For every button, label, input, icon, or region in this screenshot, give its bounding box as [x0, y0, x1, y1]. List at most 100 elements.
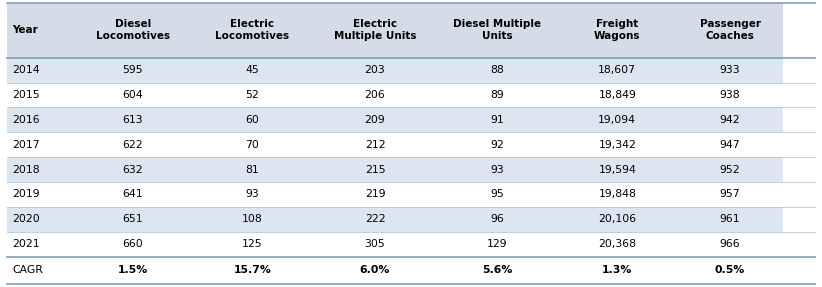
Text: 219: 219 — [365, 189, 386, 199]
Bar — [677, 107, 783, 132]
Text: 89: 89 — [491, 90, 505, 100]
Text: 93: 93 — [491, 164, 505, 174]
Text: 2018: 2018 — [12, 164, 40, 174]
Bar — [677, 58, 783, 83]
Text: 660: 660 — [122, 239, 143, 249]
Bar — [557, 157, 677, 182]
Text: Diesel
Locomotives: Diesel Locomotives — [95, 20, 170, 41]
Text: 2017: 2017 — [12, 140, 40, 150]
Bar — [557, 182, 677, 207]
Text: CAGR: CAGR — [12, 265, 44, 275]
Text: 1.5%: 1.5% — [118, 265, 148, 275]
Text: 91: 91 — [491, 115, 505, 125]
Text: 96: 96 — [491, 214, 505, 224]
Bar — [437, 3, 557, 58]
Bar — [7, 157, 73, 182]
Text: 933: 933 — [720, 65, 741, 75]
Text: 203: 203 — [365, 65, 386, 75]
Bar — [312, 58, 437, 83]
Text: 952: 952 — [720, 164, 741, 174]
Text: 209: 209 — [365, 115, 386, 125]
Text: 93: 93 — [246, 189, 259, 199]
Text: 95: 95 — [491, 189, 505, 199]
Text: 19,342: 19,342 — [598, 140, 636, 150]
Text: 18,849: 18,849 — [598, 90, 636, 100]
Bar — [7, 58, 73, 83]
Bar — [192, 257, 312, 284]
Text: 18,607: 18,607 — [598, 65, 636, 75]
Bar — [677, 83, 783, 107]
Bar — [557, 107, 677, 132]
Text: 20,106: 20,106 — [598, 214, 636, 224]
Text: 2021: 2021 — [12, 239, 40, 249]
Bar — [192, 182, 312, 207]
Text: 961: 961 — [720, 214, 741, 224]
Bar — [312, 157, 437, 182]
Text: 6.0%: 6.0% — [360, 265, 390, 275]
Bar — [437, 232, 557, 257]
Bar — [437, 257, 557, 284]
Text: 92: 92 — [491, 140, 505, 150]
Bar — [557, 83, 677, 107]
Text: 957: 957 — [720, 189, 741, 199]
Text: 19,594: 19,594 — [598, 164, 636, 174]
Bar — [437, 132, 557, 157]
Text: 129: 129 — [487, 239, 508, 249]
Bar — [73, 83, 192, 107]
Text: 70: 70 — [246, 140, 260, 150]
Text: 0.5%: 0.5% — [715, 265, 746, 275]
Text: 622: 622 — [122, 140, 143, 150]
Bar — [7, 83, 73, 107]
Bar — [73, 182, 192, 207]
Text: 45: 45 — [246, 65, 259, 75]
Bar — [73, 107, 192, 132]
Bar — [7, 257, 73, 284]
Text: 5.6%: 5.6% — [483, 265, 513, 275]
Bar — [192, 58, 312, 83]
Bar — [192, 107, 312, 132]
Bar — [192, 232, 312, 257]
Text: 595: 595 — [122, 65, 143, 75]
Bar — [73, 207, 192, 232]
Text: 19,848: 19,848 — [598, 189, 636, 199]
Bar — [437, 182, 557, 207]
Bar — [312, 232, 437, 257]
Text: 60: 60 — [246, 115, 260, 125]
Bar — [557, 3, 677, 58]
Text: Passenger
Coaches: Passenger Coaches — [700, 20, 760, 41]
Text: 942: 942 — [720, 115, 741, 125]
Text: Electric
Locomotives: Electric Locomotives — [215, 20, 289, 41]
Bar — [7, 3, 73, 58]
Bar — [312, 132, 437, 157]
Bar — [192, 157, 312, 182]
Bar — [557, 207, 677, 232]
Bar — [677, 132, 783, 157]
Bar — [557, 232, 677, 257]
Text: 2015: 2015 — [12, 90, 40, 100]
Bar — [192, 132, 312, 157]
Bar — [7, 232, 73, 257]
Bar — [677, 207, 783, 232]
Bar — [437, 83, 557, 107]
Text: 1.3%: 1.3% — [602, 265, 632, 275]
Bar — [312, 207, 437, 232]
Text: 222: 222 — [365, 214, 386, 224]
Text: 19,094: 19,094 — [598, 115, 636, 125]
Bar — [312, 3, 437, 58]
Text: 938: 938 — [720, 90, 741, 100]
Text: 2016: 2016 — [12, 115, 40, 125]
Text: 20,368: 20,368 — [598, 239, 636, 249]
Text: 2014: 2014 — [12, 65, 40, 75]
Bar — [312, 107, 437, 132]
Text: 15.7%: 15.7% — [233, 265, 271, 275]
Bar — [7, 107, 73, 132]
Bar — [677, 3, 783, 58]
Bar — [192, 3, 312, 58]
Bar — [557, 257, 677, 284]
Text: 81: 81 — [246, 164, 259, 174]
Bar — [312, 257, 437, 284]
Bar — [557, 132, 677, 157]
Text: 215: 215 — [365, 164, 386, 174]
Bar — [73, 257, 192, 284]
Text: Year: Year — [12, 25, 38, 35]
